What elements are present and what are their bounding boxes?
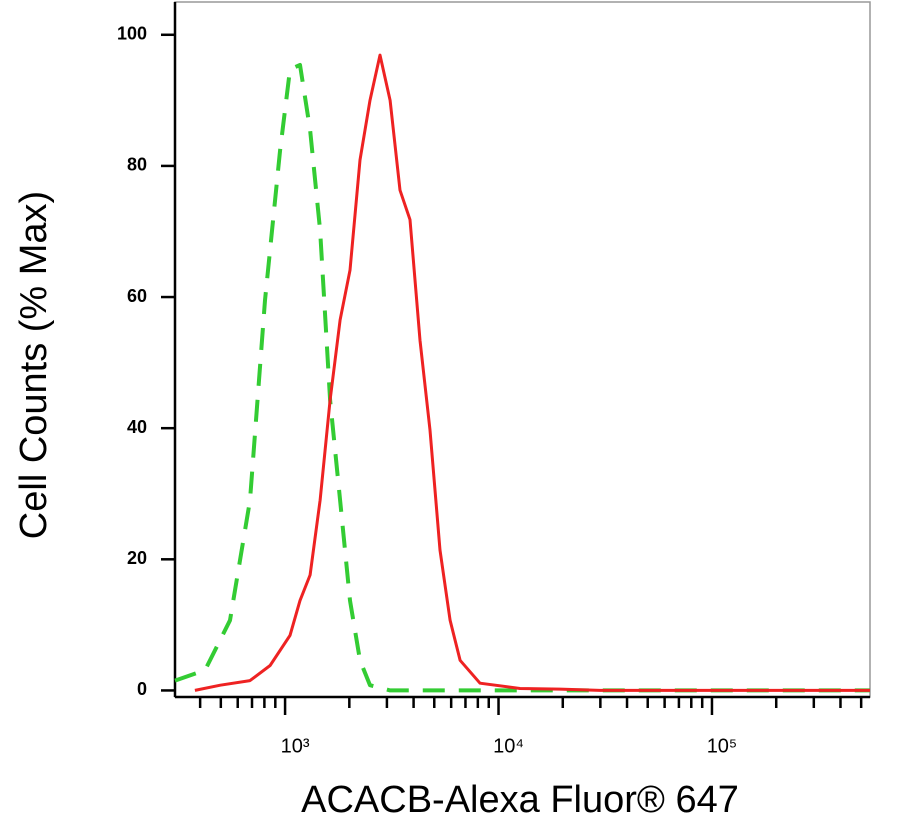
y-axis-label: Cell Counts (% Max) [13,191,55,539]
series-line [174,62,870,693]
y-tick-label: 40 [127,417,147,437]
plot-frame [174,1,871,698]
x-tick-label: 10⁵ [707,735,738,757]
x-tick-label: 10³ [281,735,310,757]
y-tick-label: 100 [117,24,147,44]
x-tick-label: 10⁴ [493,735,524,757]
y-tick-label: 20 [127,548,147,568]
y-tick-label: 60 [127,286,147,306]
y-tick-label: 0 [137,679,147,699]
y-tick-label: 80 [127,155,147,175]
series-line [194,53,870,692]
x-axis-label: ACACB-Alexa Fluor® 647 [301,779,739,821]
